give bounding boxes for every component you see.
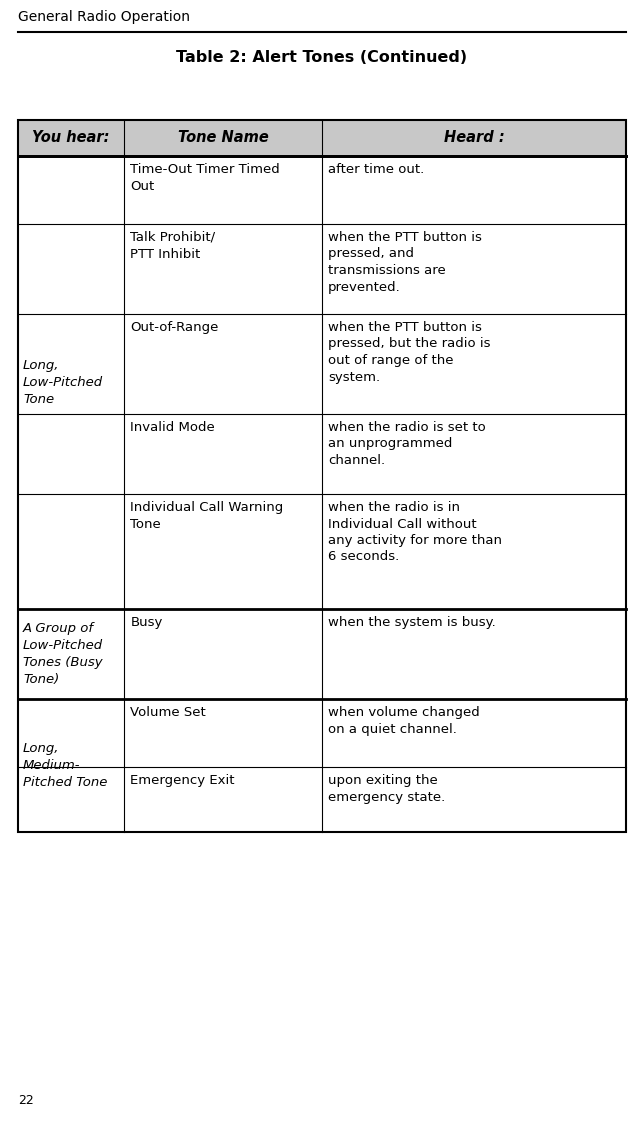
- Text: Busy: Busy: [130, 616, 163, 629]
- Text: You hear:: You hear:: [32, 130, 110, 145]
- Text: Talk Prohibit/
PTT Inhibit: Talk Prohibit/ PTT Inhibit: [130, 231, 216, 261]
- Text: Tone Name: Tone Name: [178, 130, 269, 145]
- Text: Out-of-Range: Out-of-Range: [130, 321, 219, 334]
- Text: when the radio is in
Individual Call without
any activity for more than
6 second: when the radio is in Individual Call wit…: [328, 501, 502, 564]
- Text: General Radio Operation: General Radio Operation: [18, 10, 190, 24]
- Text: when the PTT button is
pressed, and
transmissions are
prevented.: when the PTT button is pressed, and tran…: [328, 231, 482, 294]
- Text: when the radio is set to
an unprogrammed
channel.: when the radio is set to an unprogrammed…: [328, 421, 486, 467]
- Text: Individual Call Warning
Tone: Individual Call Warning Tone: [130, 501, 283, 531]
- Text: upon exiting the
emergency state.: upon exiting the emergency state.: [328, 774, 445, 803]
- Text: A Group of
Low-Pitched
Tones (Busy
Tone): A Group of Low-Pitched Tones (Busy Tone): [23, 622, 103, 686]
- Text: after time out.: after time out.: [328, 163, 424, 176]
- Text: when the PTT button is
pressed, but the radio is
out of range of the
system.: when the PTT button is pressed, but the …: [328, 321, 491, 384]
- Text: Long,
Medium-
Pitched Tone: Long, Medium- Pitched Tone: [23, 742, 108, 789]
- Text: Heard :: Heard :: [444, 130, 504, 145]
- Text: Long,
Low-Pitched
Tone: Long, Low-Pitched Tone: [23, 359, 103, 406]
- Text: when the system is busy.: when the system is busy.: [328, 616, 496, 629]
- Text: Table 2: Alert Tones (Continued): Table 2: Alert Tones (Continued): [176, 50, 468, 65]
- Bar: [18, 120, 626, 832]
- Text: 22: 22: [18, 1094, 33, 1107]
- Bar: [18, 120, 626, 156]
- Text: Time-Out Timer Timed
Out: Time-Out Timer Timed Out: [130, 163, 280, 192]
- Text: Invalid Mode: Invalid Mode: [130, 421, 215, 434]
- Text: Emergency Exit: Emergency Exit: [130, 774, 235, 787]
- Text: Volume Set: Volume Set: [130, 706, 206, 719]
- Text: when volume changed
on a quiet channel.: when volume changed on a quiet channel.: [328, 706, 480, 736]
